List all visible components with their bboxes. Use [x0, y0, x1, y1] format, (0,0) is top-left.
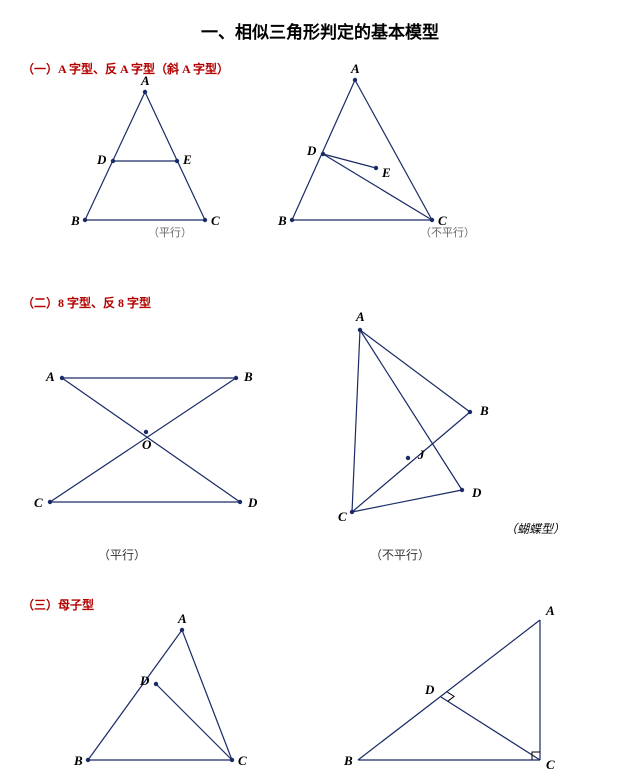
vertex-label: J: [418, 447, 425, 463]
diagram-edge: [292, 80, 355, 220]
diagram-vertex: [290, 218, 294, 222]
vertex-label: B: [278, 213, 287, 229]
vertex-label: O: [142, 437, 151, 453]
vertex-label: C: [211, 213, 220, 229]
vertex-label: B: [244, 369, 253, 385]
diagram-d2b: [350, 328, 472, 514]
diagram-vertex: [406, 456, 410, 460]
vertex-label: D: [472, 485, 481, 501]
diagram-d3a: [86, 628, 234, 762]
diagram-vertex: [468, 410, 472, 414]
vertex-label: D: [97, 152, 106, 168]
vertex-label: B: [344, 753, 353, 769]
diagram-edge: [358, 620, 540, 760]
diagram-edge: [441, 697, 540, 760]
diagram-vertex: [60, 376, 64, 380]
vertex-label: D: [307, 143, 316, 159]
vertex-label: E: [183, 152, 192, 168]
vertex-label: C: [34, 495, 43, 511]
diagram-vertex: [430, 218, 434, 222]
diagram-vertex: [358, 328, 362, 332]
diagram-vertex: [144, 430, 148, 434]
diagram-edge: [360, 330, 462, 490]
diagram-vertex: [83, 218, 87, 222]
vertex-label: D: [425, 682, 434, 698]
diagram-d3b: [358, 620, 540, 760]
right-angle-marker: [447, 692, 454, 701]
vertex-label: A: [178, 611, 187, 627]
diagram-vertex: [154, 682, 158, 686]
diagram-edge: [156, 684, 232, 760]
diagram-vertex: [230, 758, 234, 762]
diagram-edge: [323, 154, 432, 220]
diagram-vertex: [48, 500, 52, 504]
diagram-vertex: [353, 78, 357, 82]
diagram-edge: [360, 330, 470, 412]
diagram-vertex: [350, 510, 354, 514]
vertex-label: B: [71, 213, 80, 229]
diagram-edge: [323, 154, 376, 168]
vertex-label: C: [546, 757, 555, 773]
diagram-edge: [88, 630, 182, 760]
vertex-label: C: [438, 213, 447, 229]
vertex-label: E: [382, 165, 391, 181]
diagram-edge: [352, 330, 360, 512]
diagram-vertex: [143, 90, 147, 94]
page: 一、相似三角形判定的基本模型 （一）A 字型、反 A 字型（斜 A 字型）（二）…: [0, 0, 640, 776]
diagram-edge: [352, 490, 462, 512]
vertex-label: A: [351, 61, 360, 77]
diagram-edge: [85, 92, 145, 220]
diagram-canvas: [0, 0, 640, 776]
diagram-vertex: [234, 376, 238, 380]
diagram-edge: [352, 412, 470, 512]
vertex-label: C: [338, 509, 347, 525]
vertex-label: A: [356, 309, 365, 325]
vertex-label: B: [480, 403, 489, 419]
vertex-label: A: [546, 603, 555, 619]
vertex-label: D: [140, 673, 149, 689]
diagram-vertex: [175, 159, 179, 163]
diagram-vertex: [460, 488, 464, 492]
diagram-vertex: [86, 758, 90, 762]
diagram-vertex: [321, 152, 325, 156]
vertex-label: A: [141, 73, 150, 89]
vertex-label: C: [238, 753, 247, 769]
diagram-vertex: [111, 159, 115, 163]
diagram-vertex: [238, 500, 242, 504]
diagram-edge: [355, 80, 432, 220]
diagram-vertex: [180, 628, 184, 632]
vertex-label: B: [74, 753, 83, 769]
diagram-edge: [182, 630, 232, 760]
diagram-edge: [145, 92, 205, 220]
diagram-vertex: [374, 166, 378, 170]
diagram-vertex: [203, 218, 207, 222]
vertex-label: D: [248, 495, 257, 511]
vertex-label: A: [46, 369, 55, 385]
